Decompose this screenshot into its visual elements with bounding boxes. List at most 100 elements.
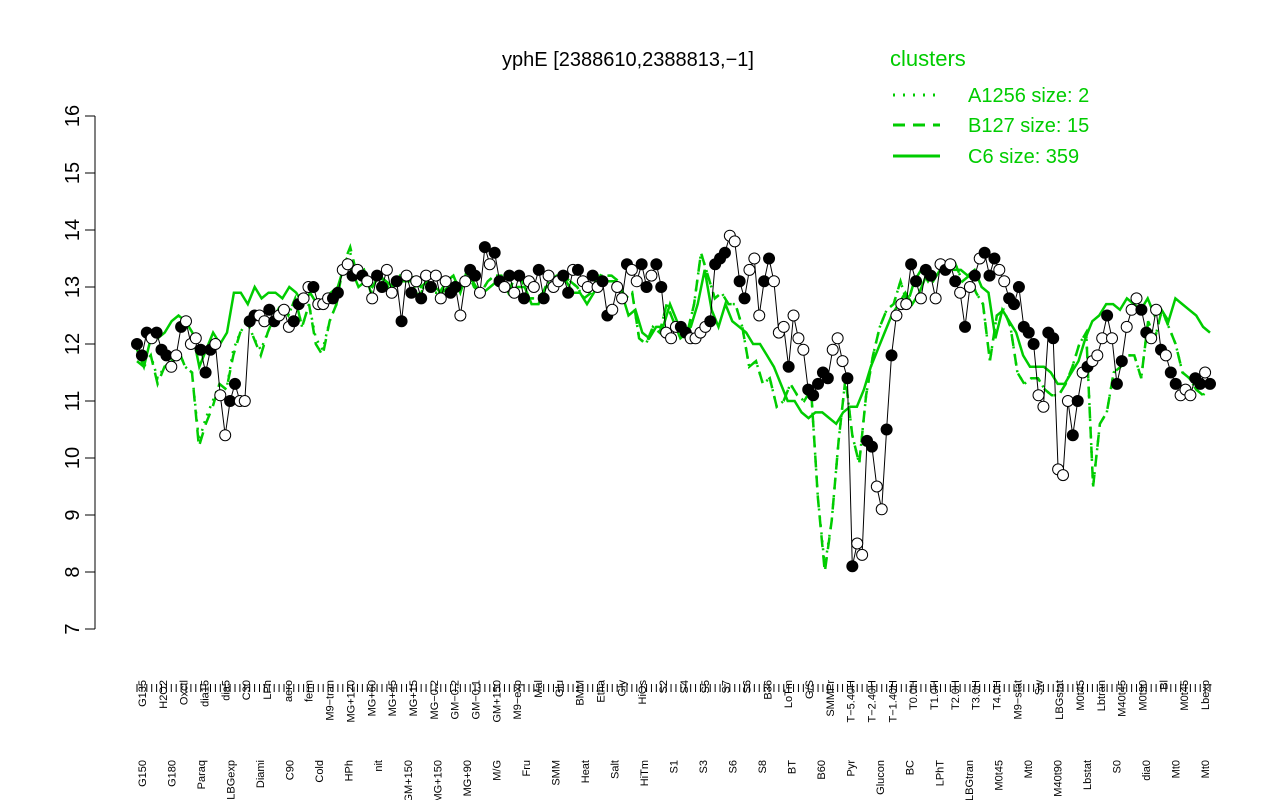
x-tick-label: M0t45 [993,760,1005,791]
data-point [395,315,408,328]
data-point [616,292,629,305]
data-point [728,235,741,248]
data-point [434,292,447,305]
x-tick-label: S6 [741,680,753,693]
x-tick-label: C30 [241,680,253,700]
data-points [131,229,1216,573]
x-tick-label: M0t45 [1179,680,1191,711]
x-tick-label: LBGtran [964,760,976,800]
x-tick-label: dia15 [200,680,212,707]
x-tick-label: HPh [344,760,356,781]
x-tick-label: MG+45 [387,680,399,716]
data-point [1204,377,1216,390]
data-point [571,263,584,276]
x-tick-label: B60 [816,760,828,780]
legend-label-b127: B127 size: 15 [968,115,1089,137]
x-tick-label: BMM [575,680,587,706]
data-point [1008,298,1021,311]
data-point [890,309,903,322]
x-tick-label: SMM [550,760,562,786]
data-point [851,537,864,550]
data-point [518,292,531,305]
data-point [910,275,923,288]
data-point [410,275,423,288]
data-point [954,286,967,299]
data-point [993,263,1006,276]
data-point [219,429,232,442]
x-tick-label: G/S [804,680,816,699]
data-point [238,395,251,407]
data-point [1110,377,1123,390]
y-tick-label: 16 [62,105,84,127]
data-point [718,246,731,259]
x-tick-label: MG+120 [345,680,357,723]
data-point [459,275,472,288]
data-point [797,343,810,356]
data-point [924,269,937,282]
x-tick-label: BC [905,760,917,775]
x-tick-label: Fru [521,760,533,777]
x-tick-label: M40t90 [1052,760,1064,797]
data-point [424,281,437,293]
x-tick-label: S8 [757,760,769,773]
data-point [831,332,844,345]
data-point [1057,469,1070,482]
x-tick-label: LBGexp [226,760,238,800]
x-tick-label: G180 [167,760,179,787]
data-point [179,315,192,328]
y-tick-label: 7 [62,623,84,634]
data-point [263,303,276,316]
data-point [1012,281,1025,293]
legend: clusters A1256 size: 2 B127 size: 15 C6 … [890,46,1089,168]
data-point [767,275,780,288]
data-point [429,269,442,282]
x-tick-label: S0 [1111,760,1123,773]
data-point [1199,366,1212,379]
data-point [415,292,428,305]
x-tick-label: S4 [679,680,691,693]
data-point [743,263,756,276]
y-axis: 7 8 9 10 11 12 13 14 15 16 [62,105,96,635]
x-tick-label: T0.0H [908,680,920,710]
data-point [807,389,820,402]
data-point [929,292,942,305]
data-point [777,320,790,333]
data-point [596,275,609,288]
y-tick-label: 9 [62,509,84,520]
data-point [645,269,658,282]
data-point [1130,292,1143,305]
x-tick-label: HiOs [637,680,649,705]
data-point [214,389,227,402]
data-point [277,303,290,316]
data-point [542,269,555,282]
data-point [209,338,222,350]
data-point [625,263,638,276]
data-point [527,281,540,293]
data-point [635,258,648,271]
series-lines [135,243,1212,573]
data-point [1101,309,1114,322]
data-point [1022,326,1035,339]
data-point [135,349,148,362]
x-tick-label: GM−0.2 [450,680,462,719]
data-point [787,309,800,322]
x-tick-label: M0t90 [1137,680,1149,711]
data-point [513,269,526,282]
x-tick-label: T3.0H [971,680,983,710]
x-tick-label: M9−exp [512,680,524,719]
x-tick-label: SMMPr [825,680,837,717]
data-point [1047,332,1060,345]
data-point [449,281,462,293]
x-tick-label: M0t45 [1075,680,1087,711]
data-point [371,269,384,282]
chart-title: yphE [2388610,2388813,−1] [502,49,754,71]
data-point [875,503,888,516]
data-point [821,372,834,385]
data-point [900,298,913,311]
data-point [1150,303,1163,316]
y-tick-label: 14 [62,219,84,241]
data-point [1027,338,1040,350]
data-point [189,332,202,345]
data-point [1106,332,1119,345]
